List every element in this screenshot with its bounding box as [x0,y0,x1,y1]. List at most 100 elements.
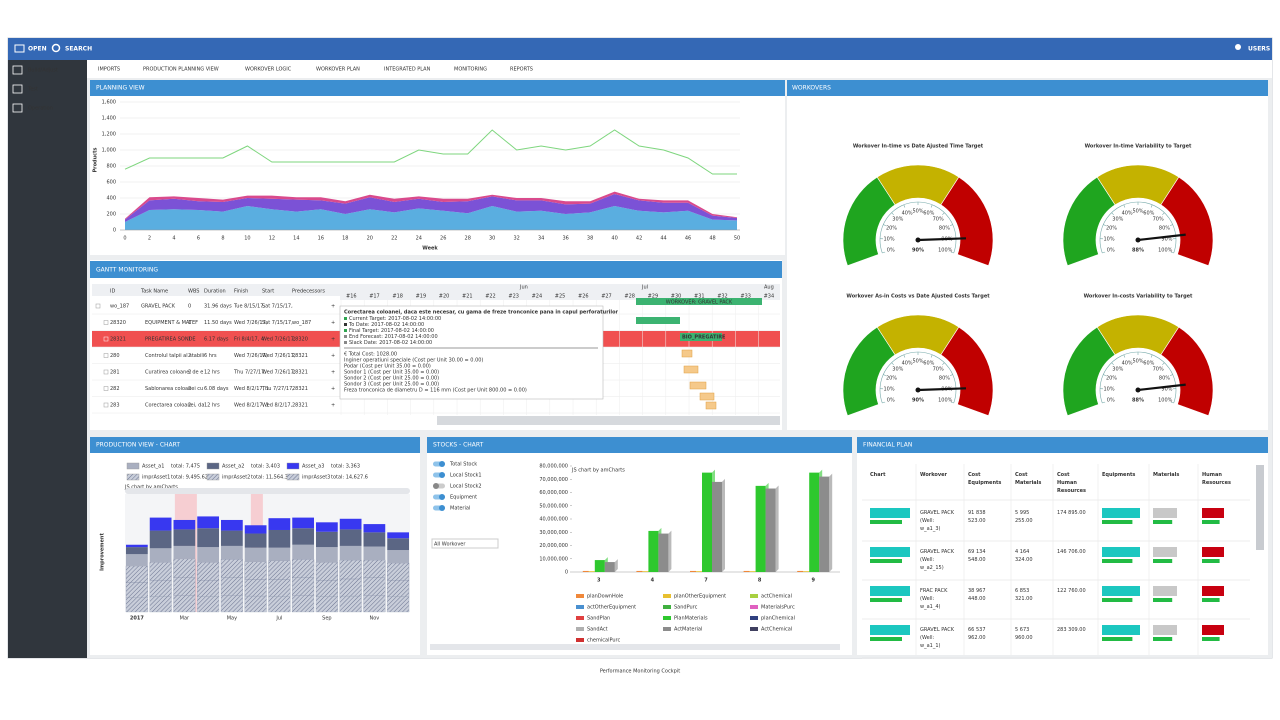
bar [803,571,810,572]
toggle-knob[interactable] [439,494,445,500]
tab[interactable]: MONITORING [454,67,487,73]
gauge-title: Workover In-time Variability to Target [1085,144,1192,150]
stacked-bar [268,596,291,613]
week-label: #31 [694,294,705,300]
gantt-cell: 28320 [110,320,126,326]
search-icon[interactable] [51,43,61,53]
sidebar-item[interactable]: Test [27,87,38,93]
x-tick-label: 8 [221,236,224,242]
table-cell: GRAVEL PACK (Well: w_a1_1) [920,627,955,649]
x-tick-label: 2017 [130,616,144,622]
mini-bar [1202,547,1224,557]
dropdown[interactable] [431,538,499,549]
tooltip-dot [344,329,347,332]
legend-swatch [576,638,584,642]
stacked-bar [221,545,243,560]
gauge-tick-label: 60% [1143,211,1154,217]
gauge-tick [950,251,954,254]
gauge-band [940,176,994,267]
bar-side [614,559,618,572]
row-icon [95,303,101,309]
tab[interactable]: PRODUCTION PLANNING VIEW [143,67,219,73]
y-tick-label: 1,400 [102,116,116,122]
scrollbar[interactable] [1256,465,1264,550]
gantt-cell: Wed 7/26/17, [234,320,268,326]
stacked-bar [126,554,148,566]
users-icon[interactable] [1235,44,1241,50]
gantt-table-header [92,284,340,296]
x-tick-label: 44 [660,236,666,242]
gantt-task-bar [699,392,715,401]
legend-swatch [663,605,671,609]
tooltip-line: Podar (Cost per Unit 35.00 = 0.00) [344,364,431,370]
scrollbar[interactable] [430,644,840,650]
toggle-label: Local Stock2 [450,484,482,490]
gauge-hub [915,237,921,243]
add-icon: + [331,337,335,343]
mini-bar [1102,520,1133,524]
gantt-cell: 1 [188,337,191,343]
legend-swatch [286,462,300,470]
gauge-tick-label: 80% [939,376,950,382]
week-label: #26 [578,294,589,300]
chart-credit: JS chart by amCharts [124,485,178,491]
gantt-cell: PREGATIREA SONDE [145,337,196,343]
mini-bar [1153,637,1173,641]
open-icon[interactable] [14,44,25,53]
stacked-bar [126,544,148,548]
gauge-tick-label: 10% [883,236,894,242]
stacked-bar [197,528,219,548]
gauge-tick-label: 50% [1132,359,1143,365]
gauge-tick [930,354,933,358]
stacked-bar [387,550,409,564]
add-icon: + [331,353,335,359]
users-button[interactable]: USERS [1248,46,1270,53]
mini-bar [870,598,902,602]
month-label: Jun [519,285,528,291]
toggle-knob[interactable] [439,461,445,467]
tab[interactable]: REPORTS [510,67,533,73]
toggle-knob[interactable] [439,505,445,511]
mini-bar [1153,625,1177,635]
add-icon: + [331,304,335,310]
sidebar-item[interactable]: Operation [28,106,53,112]
search-button[interactable]: SEARCH [65,46,92,53]
column-header: Chart [870,472,886,478]
toggle-knob[interactable] [433,483,439,489]
week-label: #28 [624,294,635,300]
mini-bar [870,625,910,635]
mini-bar [1202,637,1220,641]
chart-scroller[interactable] [125,488,410,494]
gauge-tick [883,374,887,377]
sidebar-item[interactable]: Build/Adjust [28,68,58,74]
stacked-bar [315,596,338,613]
gauge-hub [915,387,921,393]
week-label: #17 [369,294,380,300]
gauge-tick-label: 20% [1106,376,1117,382]
bar [696,571,702,572]
scrollbar[interactable] [437,416,780,425]
dropdown-value[interactable]: All Workover [434,542,466,548]
gantt-cell: 0 [188,304,191,310]
table-cell: 283 309.00 [1057,627,1086,633]
stacked-bar [220,577,243,596]
x-tick-label: 46 [685,236,691,242]
open-button[interactable]: OPEN [28,46,47,53]
legend-label: MaterialsPurc [761,605,795,611]
toggle-knob[interactable] [439,472,445,478]
gauge-tick [1102,401,1106,404]
week-label: #19 [416,294,427,300]
gauge-tick [1103,224,1107,227]
tab[interactable]: IMPORTS [98,67,120,73]
bar [702,472,712,572]
tooltip-line: Final Target: 2017-08-02 14:00:00 [349,328,434,334]
x-tick-label: Sep [322,616,331,622]
mini-bar [870,547,910,557]
top-bar [8,38,1272,60]
tab[interactable]: WORKOVER LOGIC [245,67,292,73]
tooltip-line: Current Target: 2017-08-02 14:00:00 [349,316,441,322]
tab[interactable]: INTEGRATED PLAN [384,67,431,73]
tab[interactable]: WORKOVER PLAN [316,67,360,73]
toggle-label: Equipment [450,495,477,501]
